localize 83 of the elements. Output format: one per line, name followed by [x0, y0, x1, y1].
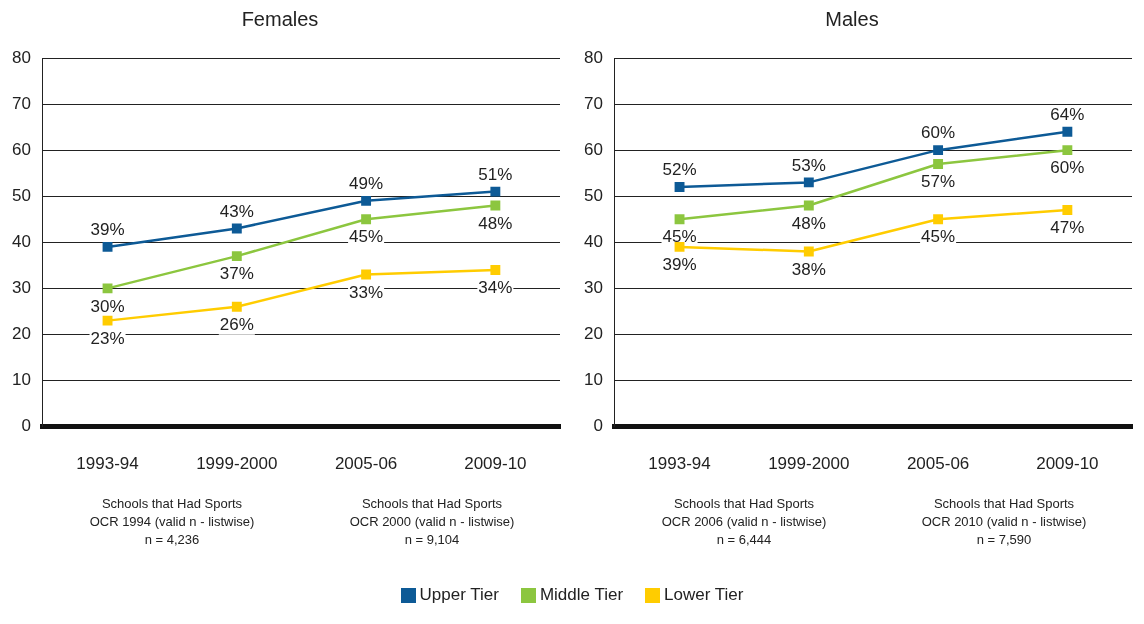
- point: [231, 251, 242, 262]
- chart-title: Males: [825, 7, 879, 30]
- x-tick-label: 1993-94: [76, 454, 139, 474]
- y-tick-label: 40: [583, 231, 603, 251]
- data-label: 45%: [921, 227, 956, 247]
- text: Schools that Had Sports OCR 1994 (valid n - listwise) n = 4,236: [88, 495, 256, 549]
- y-tick-label: 80: [11, 47, 31, 67]
- point: [933, 145, 944, 156]
- y-tick-label: 0: [593, 416, 603, 436]
- y-tick-label: 30: [583, 278, 603, 298]
- point: [490, 200, 501, 211]
- y-tick-label: 0: [21, 416, 31, 436]
- x-tick-label: 2009-10: [464, 454, 527, 474]
- data-label: 34%: [478, 278, 513, 298]
- data-label: 60%: [1050, 158, 1085, 178]
- y-tick-label: 70: [583, 93, 603, 113]
- data-label: 43%: [219, 201, 254, 221]
- text: Schools that Had Sports OCR 2006 (valid n - listwise) n = 6,444: [660, 495, 828, 549]
- x-tick-label: 1999-2000: [196, 454, 278, 474]
- point: [490, 186, 501, 197]
- text: Schools that Had Sports OCR 2000 (valid n - listwise) n = 9,104: [348, 495, 516, 549]
- point: [1062, 205, 1073, 215]
- point: [361, 269, 372, 280]
- point: [1062, 145, 1073, 156]
- y-tick-label: 10: [583, 370, 603, 390]
- data-label: 39%: [662, 255, 697, 275]
- data-label: 45%: [662, 227, 697, 247]
- x-tick-label: 2005-06: [334, 454, 398, 474]
- legend-label: Middle Tier: [539, 585, 624, 605]
- data-label: 53%: [791, 155, 826, 175]
- y-tick-label: 50: [583, 185, 603, 205]
- point: [490, 265, 501, 275]
- y-tick-label: 30: [11, 278, 31, 298]
- point: [933, 214, 944, 225]
- x-tick-label: 2005-06: [906, 454, 970, 474]
- x-tick-label: 1999-2000: [768, 454, 850, 474]
- x-tick-label: 2009-10: [1036, 454, 1099, 474]
- x-tick-label: 1993-94: [648, 454, 711, 474]
- point: [1062, 126, 1073, 137]
- point: [674, 182, 685, 192]
- data-label: 52%: [662, 160, 697, 180]
- point: [674, 214, 685, 225]
- data-label: 37%: [219, 264, 254, 284]
- point: [361, 195, 372, 206]
- y-tick-label: 10: [11, 370, 31, 390]
- data-label: 45%: [349, 227, 384, 247]
- data-label: 26%: [219, 314, 254, 334]
- point: [361, 214, 372, 225]
- data-label: 48%: [478, 213, 513, 233]
- y-tick-label: 60: [11, 139, 31, 159]
- point: [102, 241, 113, 252]
- data-label: 39%: [90, 220, 125, 240]
- data-label: 38%: [791, 259, 826, 279]
- data-label: 57%: [921, 172, 956, 192]
- y-tick-label: 70: [11, 93, 31, 113]
- y-tick-label: 20: [583, 324, 603, 344]
- point: [933, 159, 944, 169]
- data-label: 30%: [90, 296, 125, 316]
- point: [102, 315, 113, 326]
- text: Schools that Had Sports OCR 2010 (valid n - listwise) n = 7,590: [920, 495, 1088, 549]
- data-label: 51%: [478, 164, 513, 184]
- point: [231, 301, 242, 312]
- y-tick-label: 50: [11, 185, 31, 205]
- legend-label: Lower Tier: [664, 585, 744, 605]
- point: [674, 241, 685, 252]
- y-tick-label: 80: [583, 47, 603, 67]
- point: [803, 177, 814, 188]
- point: [803, 246, 814, 257]
- point: [102, 283, 113, 294]
- data-label: 33%: [349, 282, 384, 302]
- data-label: 49%: [349, 174, 384, 194]
- y-tick-label: 40: [11, 231, 31, 251]
- chart-title: Females: [241, 7, 319, 30]
- legend-label: Upper Tier: [419, 585, 499, 605]
- data-label: 23%: [90, 328, 125, 348]
- y-tick-label: 60: [583, 139, 603, 159]
- point: [803, 200, 814, 211]
- data-label: 60%: [921, 123, 956, 143]
- y-tick-label: 20: [11, 324, 31, 344]
- data-label: 64%: [1050, 104, 1085, 124]
- point: [231, 223, 242, 234]
- data-label: 47%: [1050, 218, 1085, 238]
- data-label: 48%: [791, 213, 826, 233]
